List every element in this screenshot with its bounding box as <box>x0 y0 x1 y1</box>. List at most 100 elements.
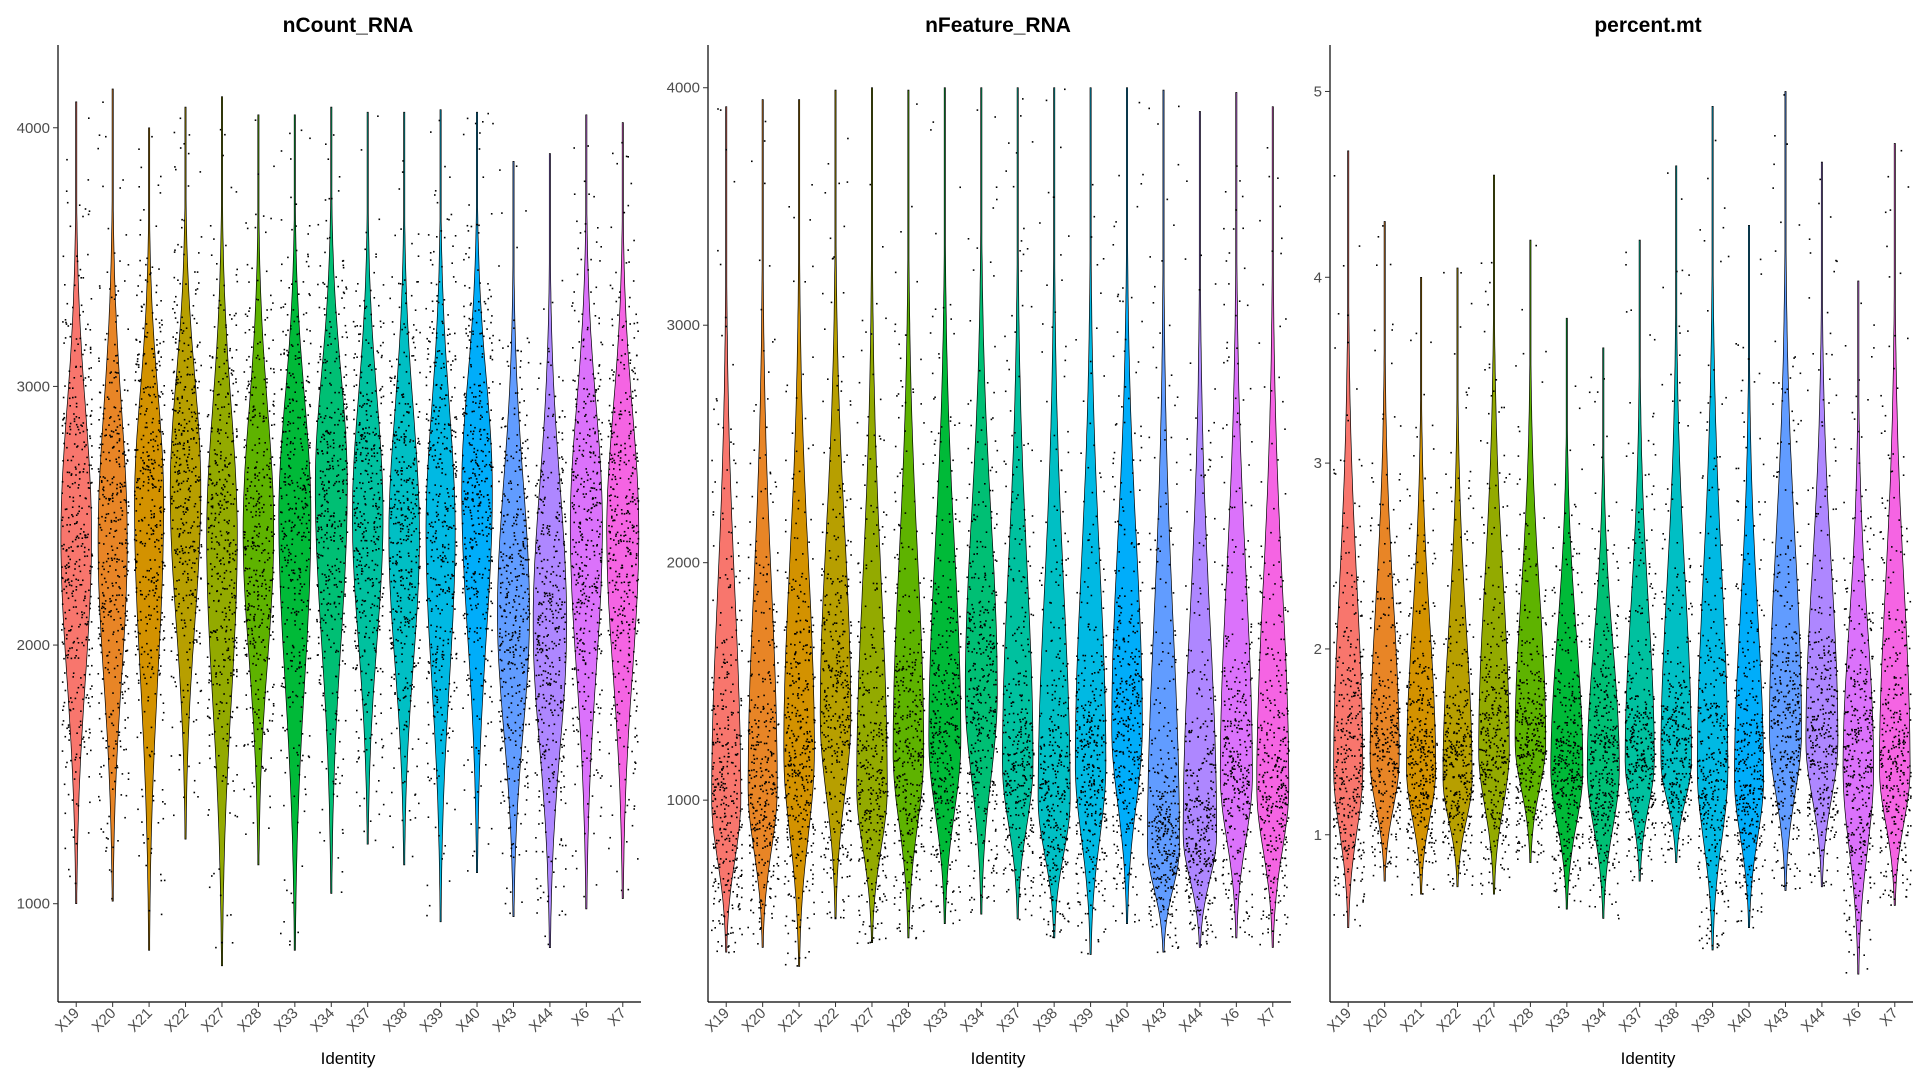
jitter-point <box>406 682 409 684</box>
jitter-point <box>217 307 220 309</box>
jitter-point <box>79 495 81 497</box>
jitter-point <box>353 490 356 492</box>
jitter-point <box>302 281 305 283</box>
jitter-point <box>360 616 362 619</box>
jitter-point <box>285 383 288 385</box>
jitter-point <box>257 594 260 596</box>
jitter-point <box>288 287 290 289</box>
jitter-point <box>197 547 199 549</box>
jitter-point <box>331 565 334 568</box>
jitter-point <box>373 541 376 543</box>
jitter-point <box>425 491 427 494</box>
jitter-point <box>392 644 395 647</box>
jitter-point <box>373 526 376 528</box>
jitter-point <box>466 679 468 681</box>
jitter-point <box>380 482 383 485</box>
jitter-point <box>171 389 173 392</box>
jitter-point <box>382 745 385 747</box>
jitter-point <box>344 581 347 583</box>
jitter-point <box>136 553 139 556</box>
jitter-point <box>182 480 185 483</box>
jitter-point <box>480 434 482 436</box>
jitter-point <box>253 645 256 647</box>
jitter-point <box>318 553 320 556</box>
jitter-point <box>413 512 415 515</box>
jitter-point <box>356 664 358 667</box>
jitter-point <box>193 385 196 387</box>
jitter-point <box>221 469 224 471</box>
jitter-point <box>376 452 379 454</box>
jitter-point <box>363 403 366 405</box>
jitter-point <box>488 505 490 508</box>
jitter-point <box>174 631 177 633</box>
jitter-point <box>183 619 186 622</box>
jitter-point <box>395 516 398 519</box>
jitter-point <box>80 710 82 712</box>
jitter-point <box>153 513 155 515</box>
jitter-point <box>61 603 64 605</box>
jitter-point <box>76 260 79 263</box>
jitter-point <box>143 353 146 355</box>
jitter-point <box>304 502 307 505</box>
jitter-point <box>280 548 283 551</box>
jitter-point <box>143 303 145 306</box>
jitter-point <box>218 366 221 368</box>
jitter-point <box>343 612 345 615</box>
jitter-point <box>461 591 464 594</box>
jitter-point <box>357 650 360 652</box>
jitter-point <box>154 592 157 594</box>
jitter-point <box>417 416 420 418</box>
jitter-point <box>307 381 310 383</box>
jitter-point <box>454 608 456 610</box>
jitter-point <box>393 767 395 769</box>
jitter-point <box>236 675 238 678</box>
jitter-point <box>303 583 306 586</box>
jitter-point <box>180 246 183 248</box>
jitter-point <box>396 554 399 556</box>
jitter-point <box>281 666 284 668</box>
jitter-point <box>75 842 78 845</box>
jitter-point <box>485 511 487 513</box>
jitter-point <box>398 499 400 502</box>
jitter-point <box>397 673 400 675</box>
jitter-point <box>126 542 129 545</box>
jitter-point <box>301 489 304 491</box>
jitter-point <box>476 481 479 483</box>
jitter-point <box>71 592 73 595</box>
jitter-point <box>325 219 328 222</box>
jitter-point <box>65 637 68 640</box>
jitter-point <box>157 539 160 542</box>
jitter-point <box>219 511 222 513</box>
jitter-point <box>253 617 255 620</box>
jitter-point <box>105 837 108 839</box>
jitter-point <box>464 612 466 615</box>
jitter-point <box>158 654 161 657</box>
jitter-point <box>208 592 211 595</box>
jitter-point <box>251 605 253 607</box>
jitter-point <box>329 467 332 470</box>
jitter-point <box>171 623 174 625</box>
jitter-point <box>254 444 256 446</box>
jitter-point <box>293 795 296 798</box>
jitter-point <box>377 115 379 117</box>
jitter-point <box>75 365 77 368</box>
jitter-point <box>175 659 178 661</box>
jitter-point <box>490 528 492 530</box>
jitter-point <box>344 663 346 665</box>
jitter-point <box>436 625 438 628</box>
jitter-point <box>200 544 203 546</box>
jitter-point <box>418 411 421 413</box>
jitter-point <box>304 396 306 398</box>
jitter-point <box>187 467 189 469</box>
jitter-point <box>329 372 332 374</box>
jitter-point <box>338 419 341 422</box>
jitter-point <box>151 312 154 314</box>
jitter-point <box>144 335 146 338</box>
jitter-point <box>281 530 284 533</box>
jitter-point <box>492 466 494 468</box>
jitter-point <box>335 773 337 775</box>
jitter-point <box>356 620 358 623</box>
jitter-point <box>325 143 327 145</box>
jitter-point <box>211 875 213 877</box>
jitter-point <box>106 396 109 398</box>
